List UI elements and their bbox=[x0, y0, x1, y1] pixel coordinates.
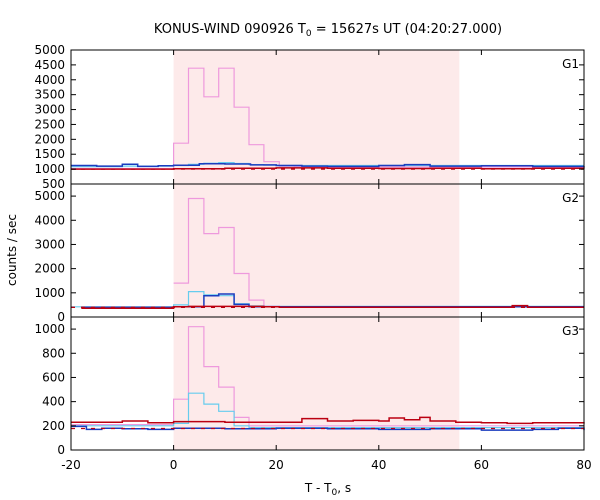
panel-label-g3: G3 bbox=[562, 324, 579, 338]
panel-label-g1: G1 bbox=[562, 57, 579, 71]
y-tick-label-g1-7: 4000 bbox=[34, 73, 65, 87]
series-total-g3 bbox=[71, 326, 584, 427]
series-medium-g1 bbox=[71, 163, 585, 168]
y-tick-label-g3-2: 400 bbox=[42, 395, 65, 409]
panel-frame-g3 bbox=[70, 316, 585, 451]
y-tick-label-g2-2: 2000 bbox=[34, 262, 65, 276]
x-tick-label-5: 80 bbox=[576, 458, 591, 472]
x-axis-label: T - T0, s bbox=[304, 481, 351, 498]
y-tick-label-g3-4: 800 bbox=[42, 346, 65, 360]
x-tick-label-0: -20 bbox=[61, 458, 81, 472]
y-tick-label-g1-0: 500 bbox=[42, 177, 65, 191]
x-tick-label-3: 40 bbox=[371, 458, 386, 472]
y-tick-label-g1-2: 1500 bbox=[34, 147, 65, 161]
y-axis-label: counts / sec bbox=[5, 214, 19, 286]
x-tick-label-1: 0 bbox=[170, 458, 178, 472]
y-tick-label-g1-9: 5000 bbox=[34, 43, 65, 57]
y-tick-label-g3-1: 200 bbox=[42, 419, 65, 433]
y-tick-label-g2-0: 0 bbox=[57, 310, 65, 324]
y-tick-label-g3-0: 0 bbox=[57, 443, 65, 457]
y-tick-label-g2-3: 3000 bbox=[34, 237, 65, 251]
series-soft-g3 bbox=[71, 392, 584, 429]
y-tick-label-g1-8: 4500 bbox=[34, 58, 65, 72]
interval-shade-g1 bbox=[173, 50, 460, 184]
y-tick-label-g1-1: 1000 bbox=[34, 162, 65, 176]
y-tick-label-g2-5: 5000 bbox=[34, 189, 65, 203]
y-tick-label-g1-5: 3000 bbox=[34, 103, 65, 117]
chart-title: KONUS-WIND 090926 T0 = 15627s UT (04:20:… bbox=[154, 22, 502, 39]
y-tick-label-g3-5: 1000 bbox=[34, 322, 65, 336]
interval-shade-g2 bbox=[173, 184, 460, 317]
panel-label-g2: G2 bbox=[562, 191, 579, 205]
panels-group: 500100015002000250030003500400045005000G… bbox=[34, 43, 591, 472]
series-total-g1 bbox=[71, 67, 584, 170]
y-tick-label-g3-3: 600 bbox=[42, 370, 65, 384]
y-tick-label-g2-4: 4000 bbox=[34, 213, 65, 227]
y-tick-label-g1-4: 2500 bbox=[34, 117, 65, 131]
y-tick-label-g2-1: 1000 bbox=[34, 286, 65, 300]
x-tick-label-2: 20 bbox=[269, 458, 284, 472]
series-hard-g3 bbox=[71, 416, 585, 425]
x-tick-label-4: 60 bbox=[474, 458, 489, 472]
series-medium-g3 bbox=[71, 425, 585, 431]
y-tick-label-g1-6: 3500 bbox=[34, 88, 65, 102]
y-tick-label-g1-3: 2000 bbox=[34, 132, 65, 146]
